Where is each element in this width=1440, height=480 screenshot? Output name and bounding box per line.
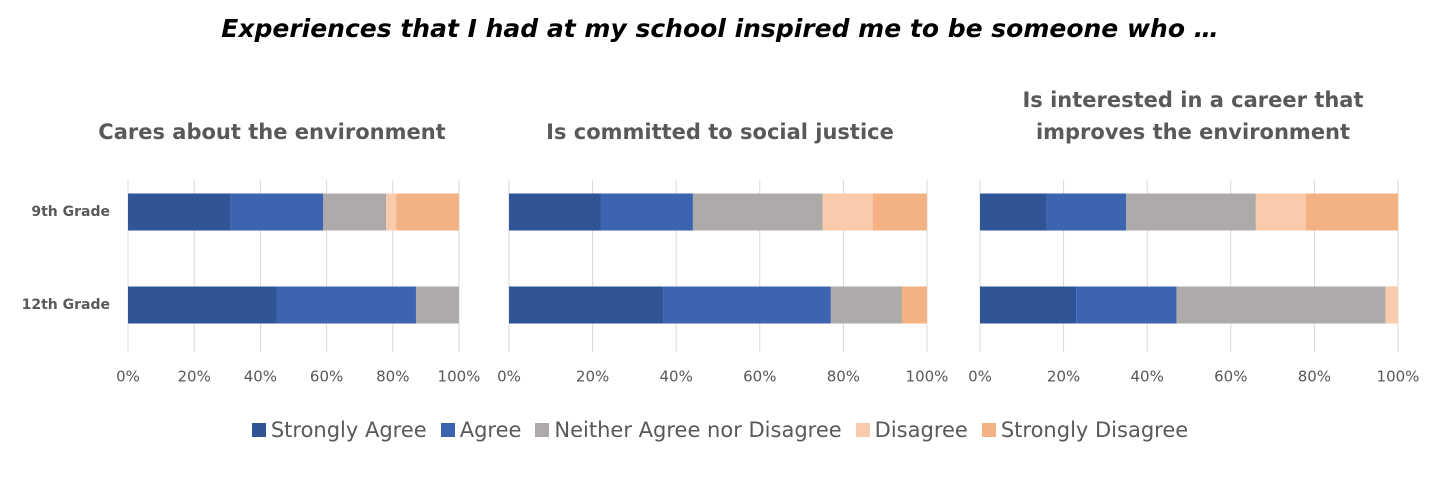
bar-segment <box>1046 193 1127 231</box>
legend-swatch <box>535 423 550 437</box>
legend-label: Disagree <box>874 418 968 442</box>
x-tick-label: 80% <box>376 368 409 386</box>
bar-segment <box>980 193 1047 231</box>
bar-segment <box>600 193 693 231</box>
y-tick-label: 9th Grade <box>31 204 110 220</box>
bar-segment <box>1385 286 1398 324</box>
legend-label: Agree <box>459 418 522 442</box>
legend-swatch <box>440 423 455 437</box>
bar-segment <box>872 193 927 231</box>
y-tick-label: 12th Grade <box>22 297 110 313</box>
bar-segment <box>509 286 664 324</box>
bar-segment <box>830 286 902 324</box>
x-tick-label: 100% <box>906 368 949 386</box>
bar-segment <box>386 193 397 231</box>
legend-item: Neither Agree nor Disagree <box>535 418 842 442</box>
legend-label: Neither Agree nor Disagree <box>554 418 842 442</box>
legend-swatch <box>855 423 870 437</box>
x-tick-label: 0% <box>497 368 521 386</box>
bar-segment <box>980 286 1077 324</box>
x-tick-label: 80% <box>827 368 860 386</box>
bar-segment <box>509 193 601 231</box>
panel-title: Cares about the environment <box>98 120 446 144</box>
x-tick-label: 0% <box>968 368 992 386</box>
x-tick-label: 40% <box>660 368 693 386</box>
legend-item: Disagree <box>855 418 968 442</box>
bar-segment <box>396 193 459 231</box>
legend-label: Strongly Disagree <box>1000 418 1189 442</box>
x-tick-label: 40% <box>244 368 277 386</box>
bar-segment <box>128 193 231 231</box>
bar-segment <box>1306 193 1398 231</box>
bar-segment <box>822 193 873 231</box>
legend: Strongly Agree Agree Neither Agree nor Dis… <box>0 418 1440 442</box>
legend-item: Strongly Agree <box>251 418 427 442</box>
legend-label: Strongly Agree <box>270 418 427 442</box>
main-title: Experiences that I had at my school insp… <box>221 14 1219 43</box>
legend-item: Strongly Disagree <box>981 418 1189 442</box>
x-tick-label: 0% <box>116 368 140 386</box>
legend-item: Agree <box>440 418 522 442</box>
bar-segment <box>415 286 459 324</box>
x-tick-label: 80% <box>1298 368 1331 386</box>
panel-title: Is committed to social justice <box>546 120 894 144</box>
x-tick-label: 100% <box>438 368 481 386</box>
legend-swatch <box>981 423 996 437</box>
bar-segment <box>1126 193 1256 231</box>
bar-segment <box>1076 286 1177 324</box>
panel-title: Is interested in a career that improves … <box>1022 88 1364 144</box>
bar-segment <box>230 193 324 231</box>
bar-segment <box>128 286 277 324</box>
x-tick-label: 60% <box>1214 368 1247 386</box>
bar-segment <box>692 193 823 231</box>
bar-segment <box>901 286 927 324</box>
x-tick-label: 20% <box>178 368 211 386</box>
bar-segment <box>323 193 387 231</box>
x-tick-label: 20% <box>576 368 609 386</box>
bar-segment <box>1255 193 1307 231</box>
legend-swatch <box>251 423 266 437</box>
bar-segment <box>1176 286 1386 324</box>
x-tick-label: 60% <box>743 368 776 386</box>
x-tick-label: 60% <box>310 368 343 386</box>
x-tick-label: 20% <box>1047 368 1080 386</box>
bar-segment <box>663 286 831 324</box>
x-tick-label: 40% <box>1131 368 1164 386</box>
bar-segment <box>276 286 416 324</box>
x-tick-label: 100% <box>1377 368 1420 386</box>
